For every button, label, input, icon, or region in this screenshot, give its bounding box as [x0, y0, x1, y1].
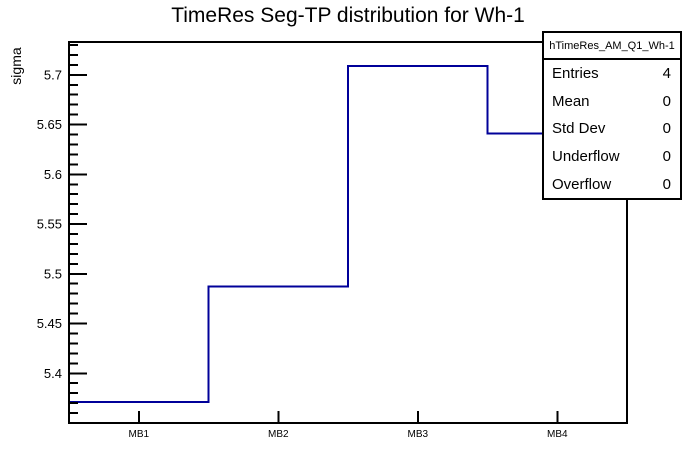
stats-label: Entries — [552, 65, 599, 83]
axis-ticks — [69, 44, 559, 424]
y-tick-label: 5.4 — [44, 366, 62, 381]
stats-row-underflow: Underflow 0 — [544, 143, 680, 171]
x-tick-label: MB2 — [268, 429, 289, 440]
stats-value: 0 — [662, 175, 671, 193]
plot-frame — [68, 41, 628, 424]
x-tick-label: MB1 — [129, 429, 150, 440]
stats-row-overflow: Overflow 0 — [544, 170, 680, 198]
x-tick-label: MB3 — [408, 429, 429, 440]
stats-row-stddev: Std Dev 0 — [544, 115, 680, 143]
stats-value: 0 — [662, 92, 671, 110]
y-tick-label: 5.6 — [44, 167, 62, 182]
y-tick-label: 5.45 — [37, 316, 62, 331]
plot-title: TimeRes Seg-TP distribution for Wh-1 — [171, 4, 525, 27]
stats-value: 4 — [662, 65, 671, 83]
y-tick-label: 5.65 — [37, 117, 62, 132]
stats-box: hTimeRes_AM_Q1_Wh-1 Entries 4 Mean 0 Std… — [542, 31, 682, 200]
y-tick-label: 5.5 — [44, 266, 62, 281]
stats-rows: Entries 4 Mean 0 Std Dev 0 Underflow 0 O… — [544, 60, 680, 198]
y-tick-label: 5.7 — [44, 67, 62, 82]
stats-label: Mean — [552, 92, 590, 110]
stats-box-title: hTimeRes_AM_Q1_Wh-1 — [544, 33, 680, 60]
stats-value: 0 — [662, 120, 671, 138]
stats-row-entries: Entries 4 — [544, 60, 680, 88]
stats-label: Overflow — [552, 175, 612, 193]
stats-label: Std Dev — [552, 120, 606, 138]
stats-value: 0 — [662, 148, 671, 166]
axis-tick-labels: 5.4 5.45 5.5 5.55 5.6 5.65 5.7 MB1 MB2 MB3 MB4 — [37, 67, 568, 440]
stats-label: Underflow — [552, 148, 620, 166]
x-tick-label: MB4 — [547, 429, 568, 440]
stats-row-mean: Mean 0 — [544, 88, 680, 116]
y-tick-label: 5.55 — [37, 217, 62, 232]
